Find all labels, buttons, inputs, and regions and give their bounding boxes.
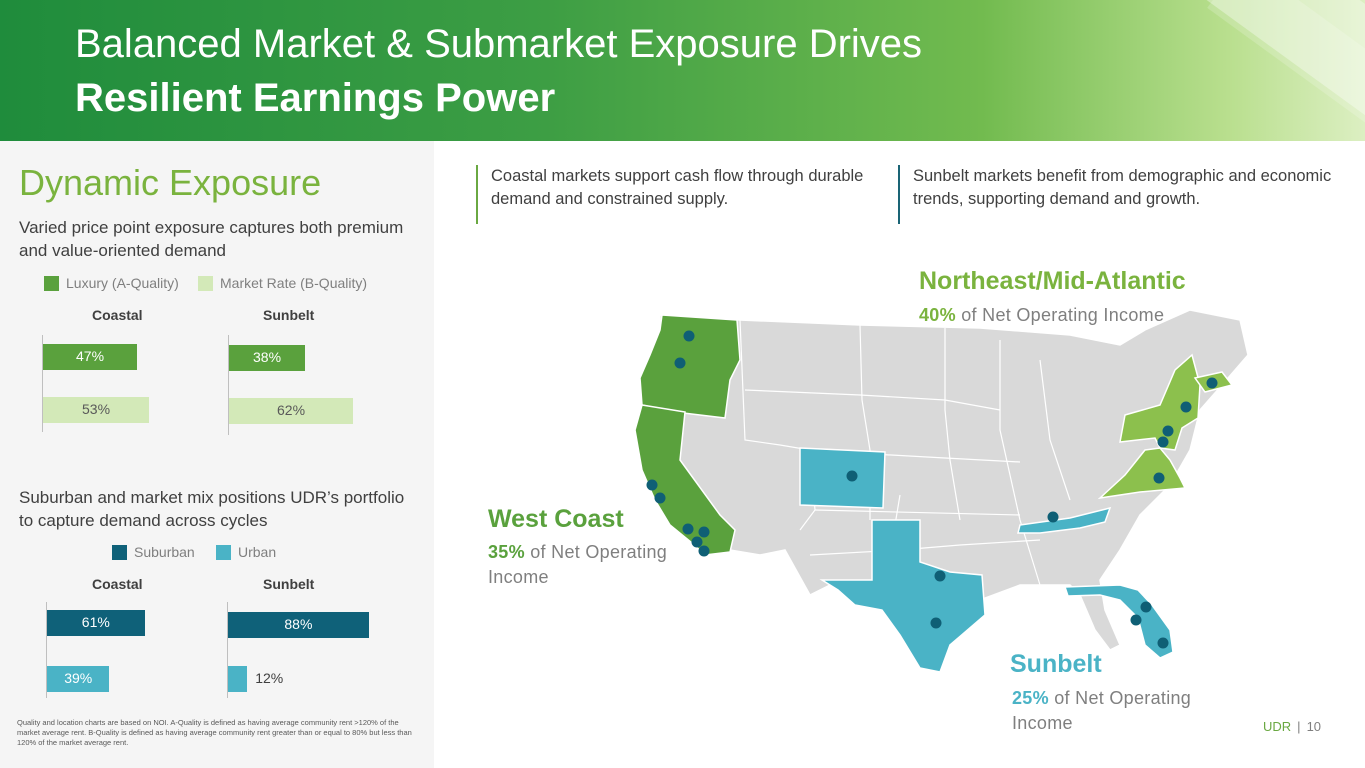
bar-data-label: 12% bbox=[255, 670, 284, 686]
panel-title-sunbelt: Sunbelt bbox=[263, 576, 315, 592]
bar-data-label: 62% bbox=[277, 402, 306, 418]
florida bbox=[1063, 584, 1174, 659]
bar-data-label: 38% bbox=[253, 349, 282, 365]
page-number: 10 bbox=[1306, 719, 1322, 734]
property-marker bbox=[1206, 377, 1218, 389]
legend-label: Market Rate (B-Quality) bbox=[220, 275, 368, 291]
bar-sunbelt-urban bbox=[228, 666, 248, 692]
legend-item-market-rate: Market Rate (B-Quality) bbox=[198, 275, 367, 291]
new-york-new-jersey bbox=[1119, 353, 1201, 451]
property-marker bbox=[1180, 401, 1192, 413]
panel-title-coastal: Coastal bbox=[92, 576, 143, 592]
property-marker bbox=[698, 545, 710, 557]
location-chart-subtitle: Suburban and market mix positions UDR’s … bbox=[19, 488, 405, 530]
company-name: UDR bbox=[1263, 719, 1292, 734]
bar-coastal-market-rate-b-quality bbox=[43, 397, 149, 423]
property-marker bbox=[1157, 637, 1169, 649]
bar-data-label: 53% bbox=[82, 401, 111, 417]
chart-axis bbox=[42, 335, 43, 432]
chart-axis bbox=[46, 602, 47, 698]
legend-swatch bbox=[112, 544, 127, 560]
legend-label: Suburban bbox=[134, 544, 195, 560]
region-pct: 25% bbox=[1012, 688, 1049, 708]
chart-axis bbox=[228, 335, 229, 435]
region-pct: 35% bbox=[488, 542, 525, 562]
property-marker bbox=[683, 330, 695, 342]
texas bbox=[819, 519, 986, 673]
legend-item-urban: Urban bbox=[216, 544, 276, 560]
region-name-northeast: Northeast/Mid-Atlantic bbox=[919, 267, 1186, 295]
property-marker bbox=[1140, 601, 1152, 613]
quality-chart-subtitle: Varied price point exposure captures bot… bbox=[19, 218, 404, 260]
property-marker bbox=[691, 536, 703, 548]
bar-coastal-suburban bbox=[47, 610, 145, 636]
region-noi-sunbelt: 25% of Net Operating Income bbox=[1012, 686, 1212, 736]
virginia-maryland bbox=[1097, 447, 1187, 500]
legend-label: Luxury (A-Quality) bbox=[66, 275, 179, 291]
property-marker bbox=[1153, 472, 1165, 484]
tennessee bbox=[1017, 506, 1112, 534]
bar-data-label: 39% bbox=[64, 670, 93, 686]
slide-title-line1: Balanced Market & Submarket Exposure Dri… bbox=[75, 22, 923, 66]
legend-item-luxury: Luxury (A-Quality) bbox=[44, 275, 179, 291]
property-marker bbox=[698, 526, 710, 538]
property-marker bbox=[1162, 425, 1174, 437]
section-title: Dynamic Exposure bbox=[19, 162, 322, 203]
region-noi-west-coast: 35% of Net Operating Income bbox=[488, 540, 688, 590]
legend-swatch bbox=[44, 275, 59, 291]
legend-swatch bbox=[216, 544, 231, 560]
region-name-west-coast: West Coast bbox=[488, 505, 624, 533]
bar-sunbelt-luxury-a-quality bbox=[229, 345, 305, 371]
panel-title-sunbelt: Sunbelt bbox=[263, 307, 315, 323]
page-footer: UDR | 10 bbox=[1263, 719, 1321, 734]
property-marker bbox=[846, 470, 858, 482]
bar-sunbelt-suburban bbox=[228, 612, 369, 638]
chart-axis bbox=[227, 602, 228, 698]
region-pct: 40% bbox=[919, 305, 956, 325]
property-marker bbox=[934, 570, 946, 582]
property-marker bbox=[674, 357, 686, 369]
washington-oregon bbox=[639, 314, 741, 419]
sunbelt-callout: Sunbelt markets benefit from demographic… bbox=[898, 165, 1338, 224]
property-marker bbox=[646, 479, 658, 491]
coastal-callout: Coastal markets support cash flow throug… bbox=[476, 165, 876, 224]
header-band: Balanced Market & Submarket Exposure Dri… bbox=[0, 0, 1365, 141]
property-marker bbox=[682, 523, 694, 535]
bar-sunbelt-market-rate-b-quality bbox=[229, 398, 353, 424]
legend-label: Urban bbox=[238, 544, 277, 560]
property-marker bbox=[654, 492, 666, 504]
slide-title-line2: Resilient Earnings Power bbox=[75, 76, 556, 120]
property-marker bbox=[930, 617, 942, 629]
panel-title-coastal: Coastal bbox=[92, 307, 143, 323]
region-noi-northeast: 40% of Net Operating Income bbox=[919, 303, 1164, 328]
footnote: Quality and location charts are based on… bbox=[17, 718, 412, 747]
bar-data-label: 88% bbox=[284, 616, 313, 632]
left-panel bbox=[0, 141, 434, 768]
property-markers bbox=[646, 330, 1218, 649]
footer-separator: | bbox=[1297, 719, 1301, 734]
property-marker bbox=[1130, 614, 1142, 626]
legend-swatch bbox=[198, 275, 213, 291]
property-marker bbox=[1157, 436, 1169, 448]
region-name-sunbelt: Sunbelt bbox=[1010, 650, 1102, 678]
bar-coastal-urban bbox=[47, 666, 110, 692]
bar-data-label: 47% bbox=[76, 348, 105, 364]
region-noi-text: of Net Operating Income bbox=[1012, 688, 1192, 733]
legend-item-suburban: Suburban bbox=[112, 544, 195, 560]
bar-coastal-luxury-a-quality bbox=[43, 344, 137, 370]
west-coast-states bbox=[634, 314, 741, 556]
property-marker bbox=[1047, 511, 1059, 523]
colorado bbox=[799, 447, 886, 509]
bar-data-label: 61% bbox=[81, 614, 110, 630]
region-noi-text: of Net Operating Income bbox=[488, 542, 668, 587]
region-noi-text: of Net Operating Income bbox=[961, 305, 1165, 325]
us-map bbox=[634, 309, 1249, 673]
